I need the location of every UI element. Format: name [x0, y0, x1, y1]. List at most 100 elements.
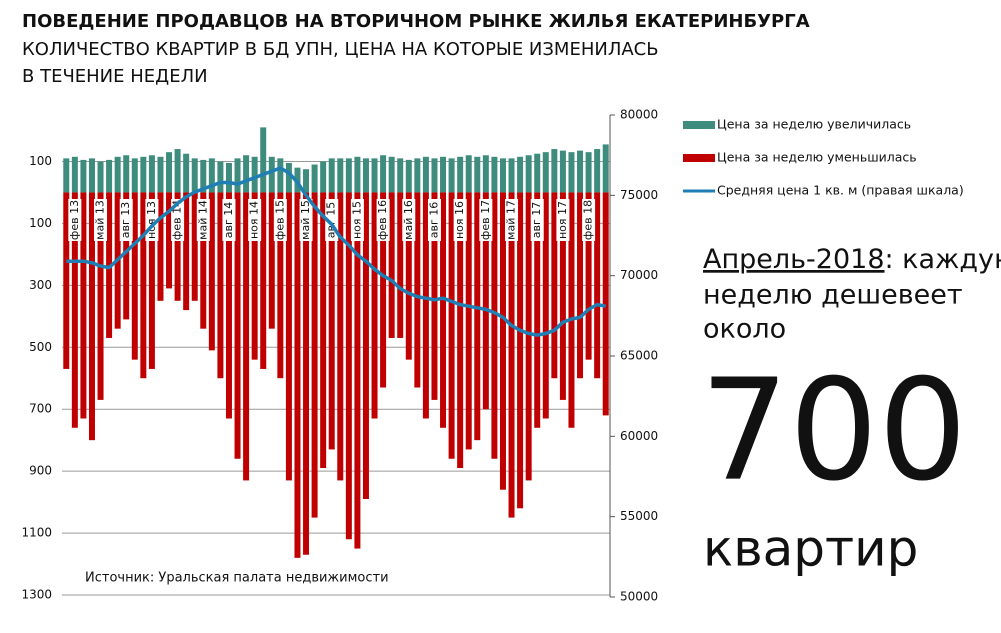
- y2-tick-label: 55000: [620, 509, 658, 523]
- bar: [88, 158, 95, 193]
- bar: [517, 156, 524, 193]
- bar: [131, 192, 138, 360]
- x-label-box: [453, 199, 467, 241]
- bar: [303, 169, 310, 193]
- bar: [63, 192, 70, 369]
- bar: [277, 158, 284, 193]
- bar: [131, 158, 138, 193]
- y2-tick-label: 65000: [620, 349, 658, 363]
- bar: [303, 192, 310, 555]
- y2-tick-label: 60000: [620, 429, 658, 443]
- x-tick-label: фев 16: [376, 200, 389, 240]
- bar: [200, 159, 207, 193]
- x-tick-label: фев 17: [479, 200, 492, 240]
- x-tick-label: ноя 14: [248, 201, 261, 239]
- bar: [268, 192, 275, 329]
- x-label-box: [376, 199, 390, 241]
- bar: [97, 161, 104, 193]
- x-label-box: [222, 199, 236, 241]
- y2-tick-label: 75000: [620, 188, 658, 202]
- bar: [200, 192, 207, 329]
- chart-subtitle: В ТЕЧЕНИЕ НЕДЕЛИ: [22, 66, 208, 87]
- y-tick-label: 100: [29, 154, 52, 168]
- bar: [345, 158, 352, 193]
- bar: [106, 192, 113, 338]
- bar: [191, 158, 198, 193]
- bar: [508, 192, 515, 518]
- y-tick-label: 900: [29, 464, 52, 478]
- bar: [448, 158, 455, 193]
- bar: [388, 192, 395, 338]
- bar: [140, 156, 147, 193]
- bar: [491, 192, 498, 459]
- bar: [594, 192, 601, 379]
- bar: [208, 192, 215, 351]
- bar: [294, 192, 301, 558]
- bar: [88, 192, 95, 441]
- x-tick-label: май 14: [196, 200, 209, 240]
- callout-line: около: [703, 314, 786, 345]
- y-tick-label: 300: [29, 278, 52, 292]
- bar: [594, 149, 601, 193]
- bar: [585, 192, 592, 360]
- bar: [311, 192, 318, 518]
- bar: [568, 192, 575, 428]
- bar: [499, 192, 506, 490]
- bar: [320, 161, 327, 193]
- bar: [525, 155, 532, 193]
- bar: [448, 192, 455, 459]
- source: Источник: Уральская палата недвижимости: [85, 571, 389, 586]
- bar: [174, 149, 181, 193]
- bar: [337, 192, 344, 481]
- bar: [337, 158, 344, 193]
- bar: [405, 159, 412, 193]
- bar: [234, 158, 241, 193]
- bar: [499, 158, 506, 193]
- bar: [491, 156, 498, 193]
- callout-unit: квартир: [703, 520, 918, 578]
- x-label-box: [196, 199, 210, 241]
- bar: [457, 156, 464, 193]
- legend-label: Средняя цена 1 кв. м (правая шкала): [717, 183, 964, 198]
- bar: [465, 192, 472, 450]
- bar: [311, 164, 318, 193]
- x-tick-label: авг 14: [222, 202, 235, 239]
- x-label-box: [505, 199, 519, 241]
- x-label-box: [556, 199, 570, 241]
- bar: [465, 155, 472, 193]
- bar: [440, 192, 447, 428]
- bar: [602, 192, 609, 416]
- bar: [148, 192, 155, 369]
- callout-number: 700: [700, 350, 967, 513]
- x-tick-label: май 15: [299, 200, 312, 240]
- bar: [508, 158, 515, 193]
- bar: [183, 153, 190, 193]
- bar: [542, 152, 549, 193]
- y-tick-label: 1300: [21, 588, 52, 602]
- bar: [251, 192, 258, 360]
- x-label-box: [171, 199, 185, 241]
- x-label-box: [350, 199, 364, 241]
- x-label-box: [273, 199, 287, 241]
- bar: [140, 192, 147, 379]
- x-label-box: [299, 199, 313, 241]
- bar: [371, 158, 378, 193]
- bar: [97, 192, 104, 400]
- bar: [328, 192, 335, 450]
- y-tick-label: 700: [29, 402, 52, 416]
- legend-label: Цена за неделю уменьшилась: [717, 150, 917, 165]
- bar: [431, 158, 438, 193]
- x-label-box: [582, 199, 596, 241]
- x-label-box: [94, 199, 108, 241]
- bar: [414, 158, 421, 193]
- bar: [474, 192, 481, 441]
- x-tick-label: авг 16: [427, 202, 440, 239]
- x-label-box: [68, 199, 82, 241]
- bar: [405, 192, 412, 360]
- bar: [362, 192, 369, 499]
- bar: [114, 156, 121, 193]
- bar: [482, 192, 489, 410]
- bar: [106, 159, 113, 193]
- y-tick-label: 1100: [21, 526, 52, 540]
- x-tick-label: авг 17: [530, 202, 543, 239]
